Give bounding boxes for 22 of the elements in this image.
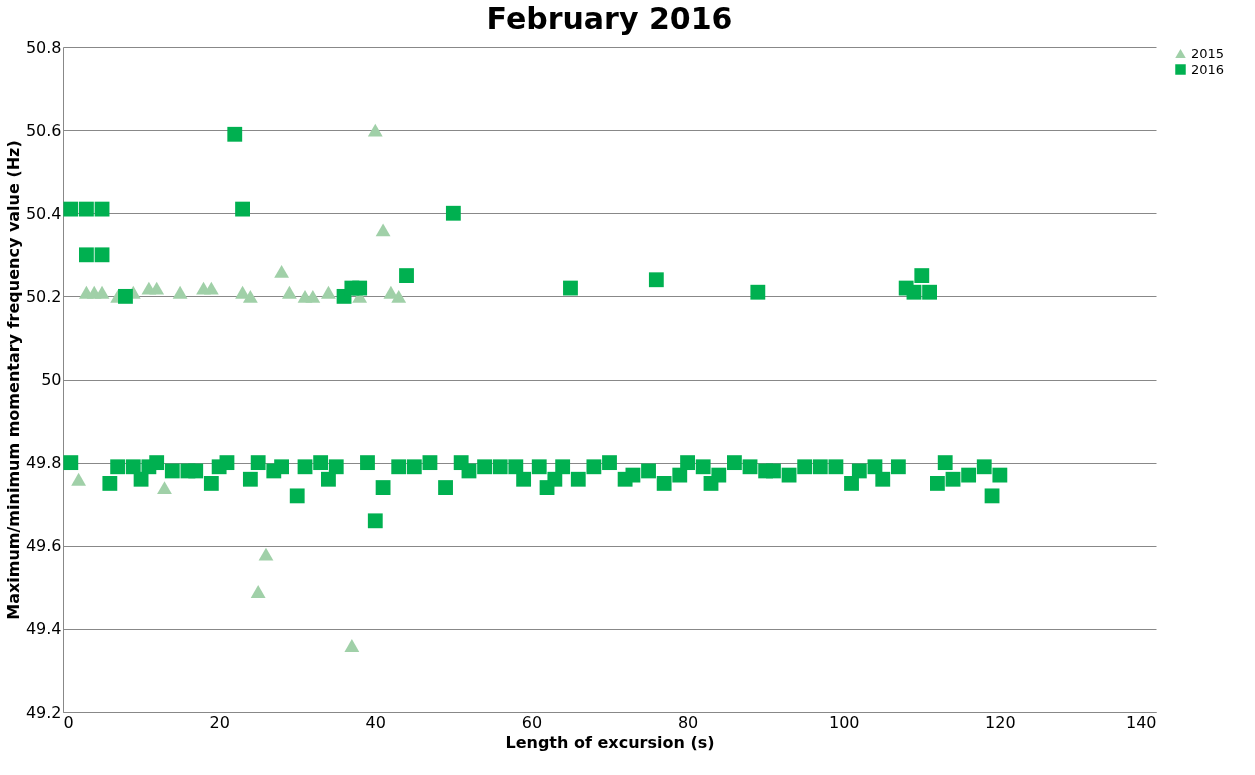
legend-label: 2015: [1191, 45, 1225, 61]
y-tick-label: 50.2: [25, 286, 62, 306]
legend-label: 2016: [1191, 61, 1225, 77]
y-tick-label: 50.8: [25, 37, 62, 57]
x-tick-label: 120: [985, 712, 1016, 732]
x-tick-label: 100: [828, 712, 860, 732]
x-axis-title: Length of excursion (s): [505, 732, 715, 752]
y-tick-label: 49.4: [25, 619, 62, 639]
x-tick-label: 60: [521, 712, 543, 732]
x-tick-label: 80: [677, 712, 699, 732]
y-tick-label: 49.2: [25, 702, 62, 722]
y-axis-title: Maximum/minimum momentary frequency value (Hz): [3, 140, 23, 620]
x-tick-label: 140: [1125, 712, 1157, 732]
y-tick-label: 49.6: [25, 536, 62, 556]
chart-title: February 2016: [486, 1, 733, 36]
x-tick-label: 40: [365, 712, 386, 732]
y-tick-label: 50: [41, 370, 62, 389]
x-tick-label: 0: [63, 712, 74, 732]
y-tick-label: 49.8: [25, 453, 62, 473]
y-tick-label: 50.6: [25, 120, 62, 140]
x-tick-label: 20: [209, 712, 230, 732]
y-tick-label: 50.4: [25, 203, 62, 223]
